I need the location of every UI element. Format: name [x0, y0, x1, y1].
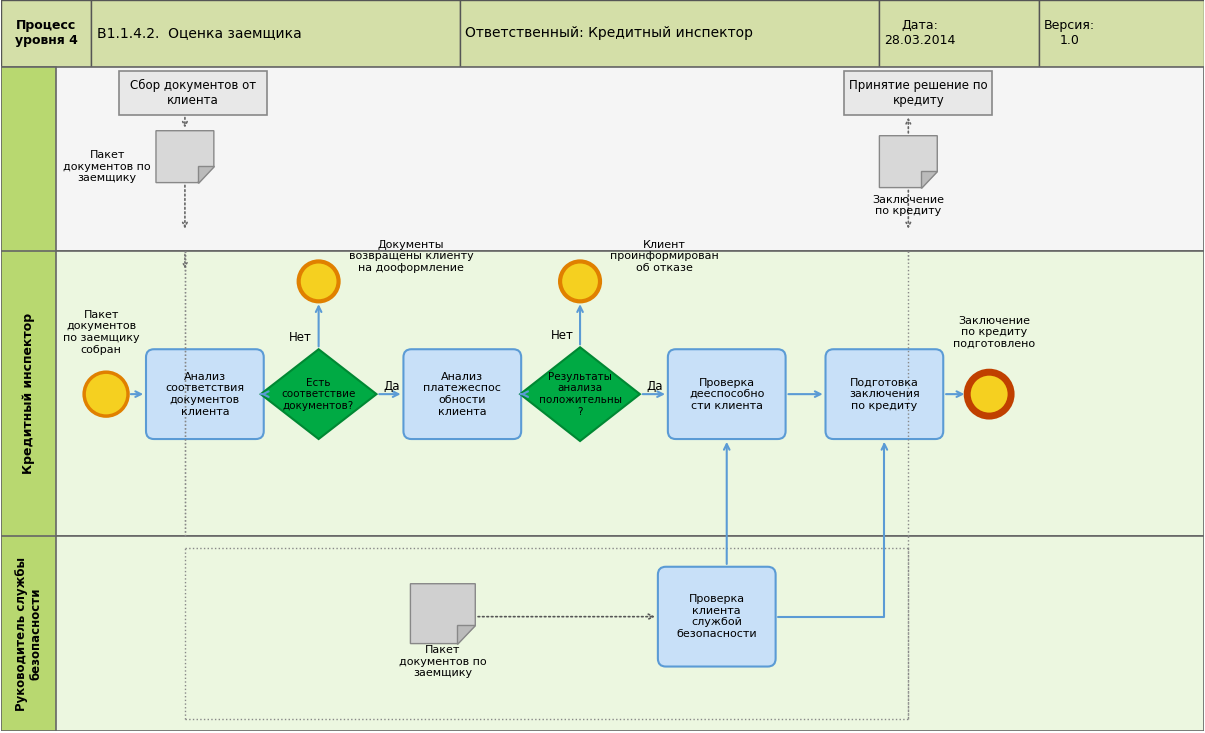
- Bar: [1039, 0, 1204, 67]
- Text: Кредитный инспектор: Кредитный инспектор: [22, 313, 35, 474]
- Text: Нет: Нет: [551, 329, 574, 342]
- Bar: [460, 0, 880, 67]
- FancyBboxPatch shape: [825, 349, 944, 439]
- Polygon shape: [260, 349, 376, 439]
- Text: Проверка
клиента
службой
безопасности: Проверка клиента службой безопасности: [676, 594, 757, 639]
- FancyBboxPatch shape: [404, 349, 522, 439]
- Circle shape: [968, 372, 1011, 416]
- Text: Результаты
анализа
положительны
?: Результаты анализа положительны ?: [539, 372, 622, 416]
- Text: Пакет
документов по
заемщику: Пакет документов по заемщику: [64, 150, 151, 183]
- Polygon shape: [457, 625, 475, 644]
- Text: Заключение
по кредиту: Заключение по кредиту: [872, 195, 945, 216]
- Bar: [1, 536, 1204, 732]
- Text: Пакет
документов по
заемщику: Пакет документов по заемщику: [399, 645, 487, 678]
- Text: Да: Да: [647, 380, 663, 393]
- Text: Нет: Нет: [289, 331, 312, 344]
- Text: Руководитель службы
безопасности: Руководитель службы безопасности: [14, 556, 42, 711]
- Text: Подготовка
заключения
по кредиту: Подготовка заключения по кредиту: [850, 377, 919, 410]
- Bar: [92, 0, 460, 67]
- Polygon shape: [155, 130, 213, 183]
- Bar: [1, 67, 1204, 251]
- Polygon shape: [880, 136, 937, 188]
- Text: Анализ
соответствия
документов
клиента: Анализ соответствия документов клиента: [165, 372, 245, 416]
- Polygon shape: [198, 166, 213, 183]
- Text: Сбор документов от
клиента: Сбор документов от клиента: [130, 78, 255, 107]
- FancyBboxPatch shape: [658, 567, 776, 666]
- Text: Анализ
платежеспос
обности
клиента: Анализ платежеспос обности клиента: [423, 372, 501, 416]
- FancyBboxPatch shape: [146, 349, 264, 439]
- Text: Есть
соответствие
документов?: Есть соответствие документов?: [282, 377, 355, 410]
- Text: Проверка
дееспособно
сти клиента: Проверка дееспособно сти клиента: [689, 377, 764, 410]
- Circle shape: [560, 262, 600, 301]
- Circle shape: [84, 372, 128, 416]
- Polygon shape: [411, 583, 475, 644]
- Polygon shape: [921, 172, 937, 188]
- Bar: [1, 67, 57, 732]
- Text: Принятие решение по
кредиту: Принятие решение по кредиту: [850, 78, 988, 107]
- Bar: [1, 0, 92, 67]
- Text: Клиент
проинформирован
об отказе: Клиент проинформирован об отказе: [610, 240, 718, 273]
- Text: Заключение
по кредиту
подготовлено: Заключение по кредиту подготовлено: [953, 316, 1035, 349]
- Text: Дата:
28.03.2014: Дата: 28.03.2014: [884, 20, 956, 48]
- Text: B1.1.4.2.  Оценка заемщика: B1.1.4.2. Оценка заемщика: [98, 26, 302, 40]
- Text: Версия:
1.0: Версия: 1.0: [1044, 20, 1095, 48]
- FancyBboxPatch shape: [668, 349, 786, 439]
- Text: Да: Да: [383, 380, 400, 393]
- Bar: [880, 0, 1039, 67]
- Circle shape: [299, 262, 339, 301]
- Bar: [845, 71, 992, 115]
- Text: Процесс
уровня 4: Процесс уровня 4: [14, 20, 77, 48]
- Text: Документы
возвращены клиенту
на дооформление: Документы возвращены клиенту на дооформл…: [348, 240, 474, 273]
- Bar: [1, 251, 1204, 536]
- Polygon shape: [521, 347, 640, 441]
- Bar: [119, 71, 266, 115]
- Text: Ответственный: Кредитный инспектор: Ответственный: Кредитный инспектор: [465, 26, 753, 40]
- Text: Пакет
документов
по заемщику
собран: Пакет документов по заемщику собран: [63, 310, 140, 355]
- Bar: [1, 0, 1204, 67]
